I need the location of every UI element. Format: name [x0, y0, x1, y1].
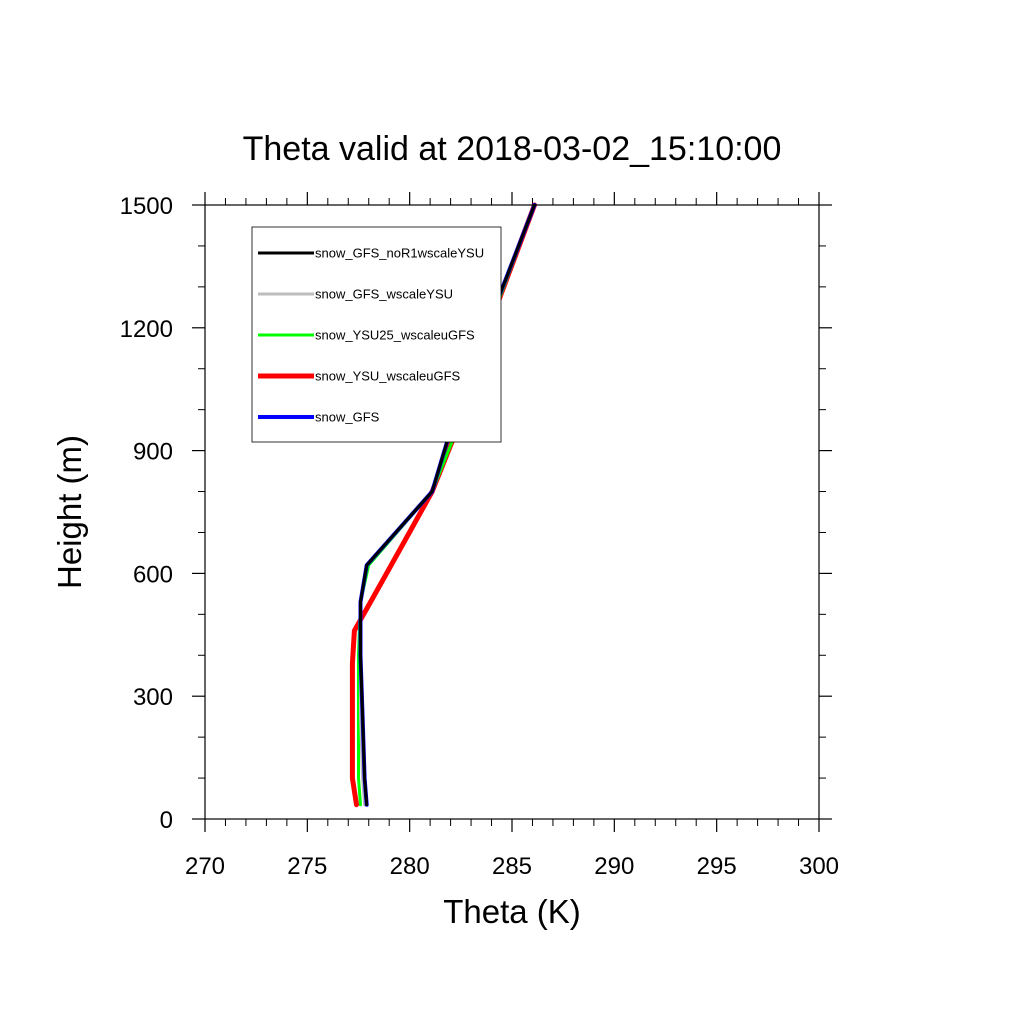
- x-tick-label: 300: [799, 853, 839, 880]
- legend: snow_GFS_noR1wscaleYSU snow_GFS_wscaleYSU…: [251, 226, 502, 443]
- y-tick-label: 900: [133, 439, 173, 466]
- x-tick-label: 290: [594, 853, 634, 880]
- y-tick-label: 0: [160, 807, 173, 834]
- y-tick-label: 600: [133, 561, 173, 588]
- chart-title: Theta valid at 2018-03-02_15:10:00: [243, 130, 782, 168]
- legend-label: snow_YSU25_wscaleuGFS: [315, 328, 475, 343]
- y-tick-label: 1500: [120, 193, 173, 220]
- x-tick-label: 295: [697, 853, 737, 880]
- x-axis-label: Theta (K): [443, 893, 581, 930]
- legend-label: snow_YSU_wscaleuGFS: [315, 369, 461, 384]
- x-tick-label: 285: [492, 853, 532, 880]
- x-tick-label: 275: [287, 853, 327, 880]
- axis-ticks: 270 275 280 285 290 295 300 0 300 600 900 1200 1500: [120, 192, 839, 880]
- legend-label: snow_GFS_noR1wscaleYSU: [315, 246, 484, 261]
- y-tick-label: 300: [133, 684, 173, 711]
- legend-label: snow_GFS_wscaleYSU: [315, 287, 453, 302]
- y-axis-label: Height (m): [51, 435, 88, 589]
- legend-label: snow_GFS: [315, 410, 380, 425]
- x-tick-label: 270: [185, 853, 225, 880]
- y-tick-label: 1200: [120, 316, 173, 343]
- x-tick-label: 280: [390, 853, 430, 880]
- plot-frame: [204, 204, 820, 820]
